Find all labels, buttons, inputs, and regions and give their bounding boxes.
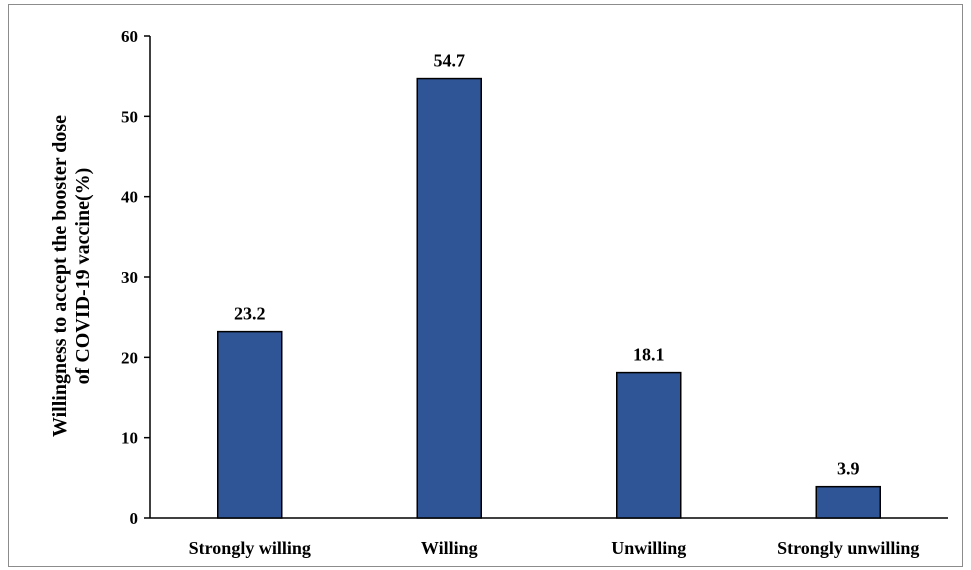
data-label: 54.7 [434,51,466,71]
y-tick-label: 50 [121,107,138,126]
bar [416,77,482,519]
y-tick-label: 30 [121,268,138,287]
category-label: Strongly willing [189,538,311,558]
bar [616,371,682,519]
bar [217,330,283,519]
y-axis-title: Willingness to accept the booster dose o… [49,115,94,437]
category-label: Unwilling [611,538,686,558]
y-axis-title-line-1: Willingness to accept the booster dose [49,115,71,437]
category-label: Willing [421,538,478,558]
y-tick-label: 10 [121,429,138,448]
data-label: 23.2 [234,304,266,324]
chart-frame [8,4,963,567]
data-label: 18.1 [633,345,665,365]
y-tick-label: 20 [121,348,138,367]
y-tick-label: 60 [121,27,138,46]
y-tick-label: 0 [130,509,139,528]
bar [815,485,881,519]
data-label: 3.9 [837,459,860,479]
category-label: Strongly unwilling [777,538,919,558]
y-tick-label: 40 [121,188,138,207]
y-axis-title-line-2: of COVID-19 vaccine(%) [72,168,94,385]
